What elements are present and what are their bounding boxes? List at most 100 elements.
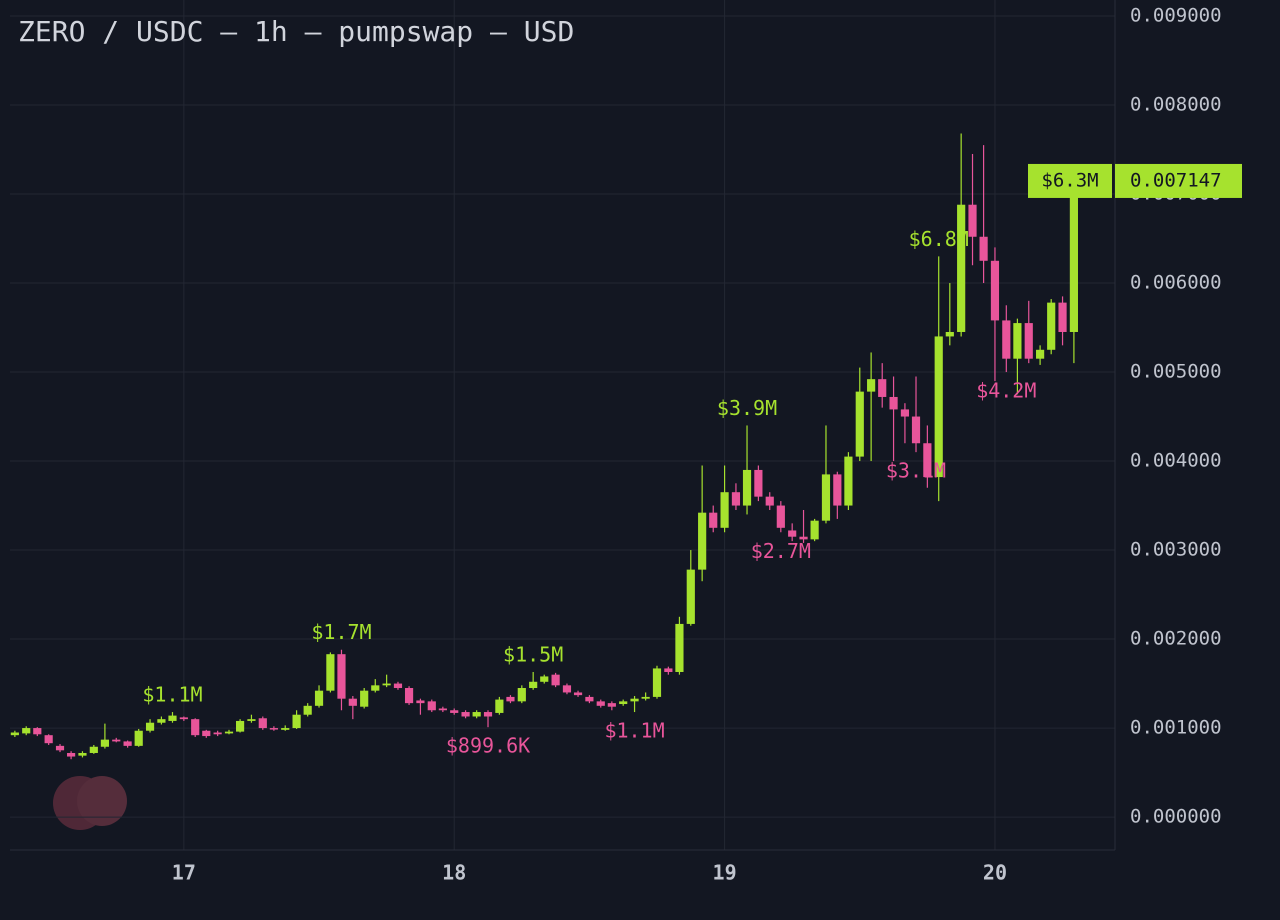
candle-body (427, 701, 436, 711)
candle-body (269, 728, 278, 730)
candle-body (483, 712, 493, 717)
candle-body (529, 681, 538, 689)
candle-body (1002, 320, 1011, 359)
candle-body (112, 739, 121, 742)
candle-body (900, 409, 910, 417)
candle-body (416, 700, 425, 704)
candle-body (742, 469, 752, 506)
candle-body (438, 708, 447, 711)
labels: 0.000000 0.001000 0.002000 0.003000 0.004000… (142, 5, 1242, 885)
last-price-tag (1115, 163, 1242, 198)
candle-body (314, 690, 324, 706)
candle-body (258, 718, 267, 729)
candle-body (1024, 323, 1033, 359)
y-tick-label: 0.004000 (1130, 450, 1222, 472)
candle-body (664, 668, 673, 672)
y-tick-label: 0.002000 (1130, 628, 1222, 650)
candle-body (55, 745, 65, 751)
annotation: $1.1M (142, 683, 202, 707)
candle-body (404, 688, 414, 704)
candle-body (44, 735, 53, 744)
market-cap-label: $6.3M (1041, 169, 1098, 191)
candle-body (1069, 180, 1078, 332)
candle-body (630, 698, 639, 702)
candle-body (360, 690, 369, 707)
y-tick-label: 0.008000 (1130, 94, 1222, 116)
annotation: $2.7M (751, 539, 811, 563)
candle-body (765, 496, 774, 506)
candle-body (348, 698, 357, 706)
candle-body (833, 474, 842, 506)
candle-body (709, 512, 718, 528)
candle-body (506, 696, 515, 702)
annotation: $3.9M (717, 396, 777, 420)
candle-body (371, 685, 380, 691)
candle-body (754, 469, 763, 497)
annotation: $4.2M (976, 379, 1036, 403)
candle-body (337, 654, 346, 699)
candle-body (393, 683, 403, 689)
annotation: $3.1M (886, 459, 946, 483)
candle-body (281, 728, 290, 730)
candle-body (134, 730, 143, 746)
candle-body (968, 204, 977, 237)
chart-title: ZERO / USDC — 1h — pumpswap — USD (18, 15, 574, 48)
candle-body (810, 520, 819, 540)
candle-body (235, 720, 245, 732)
y-tick-label: 0.001000 (1130, 717, 1222, 739)
x-tick-label: 18 (442, 861, 466, 885)
candle-body (33, 728, 42, 735)
candle-body (686, 569, 695, 624)
candle-body (495, 699, 504, 713)
candle-body (213, 732, 222, 735)
candle-body (382, 683, 391, 686)
candles (10, 133, 1078, 760)
candle-body (979, 236, 988, 261)
last-price-label: 0.007147 (1130, 169, 1222, 191)
candle-body (22, 728, 31, 734)
candle-body (145, 722, 155, 731)
candle-body (89, 746, 98, 753)
candle-body (844, 456, 853, 506)
candle-body (619, 701, 628, 705)
candle-body (788, 530, 797, 537)
candle-body (776, 505, 785, 528)
candle-body (540, 676, 549, 682)
candle-body (1013, 323, 1022, 359)
y-tick-label: 0.003000 (1130, 539, 1222, 561)
candle-body (10, 732, 19, 736)
candle-body (78, 752, 87, 756)
candle-body (607, 703, 616, 707)
candle-body (224, 731, 234, 734)
candle-body (573, 692, 583, 696)
candle-body (123, 741, 132, 746)
candle-body (450, 710, 459, 713)
annotation: $1.5M (503, 642, 563, 666)
candle-body (855, 391, 864, 457)
y-tick-label: 0.006000 (1130, 272, 1222, 294)
candle-body (100, 739, 109, 747)
candle-body (731, 492, 741, 506)
annotation: $1.1M (604, 719, 664, 743)
candle-body (191, 719, 200, 736)
candle-body (652, 668, 662, 697)
annotation: $899.6K (446, 734, 530, 758)
candle-body (934, 336, 943, 478)
candle-body (247, 719, 256, 721)
candle-body (1047, 302, 1056, 350)
candle-body (911, 416, 921, 444)
candle-body (957, 204, 966, 332)
candle-body (472, 712, 481, 717)
candle-body (303, 705, 312, 715)
candle-body (562, 685, 572, 693)
watermark (53, 776, 127, 830)
candle-body (585, 696, 594, 702)
y-tick-label: 0.009000 (1130, 5, 1222, 27)
x-tick-label: 17 (172, 861, 196, 885)
candle-body (596, 701, 605, 706)
candle-body (461, 712, 470, 717)
candle-body (517, 688, 526, 702)
